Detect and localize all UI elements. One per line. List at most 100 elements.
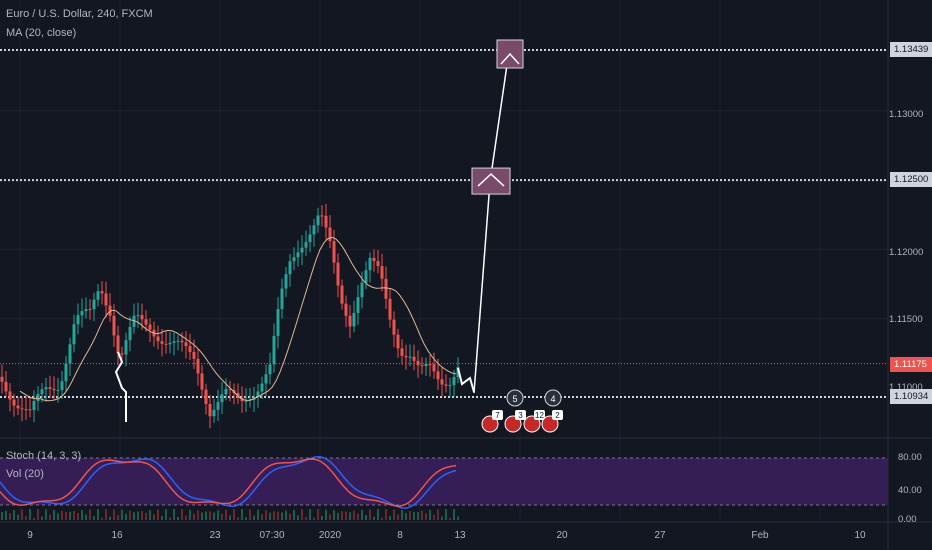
volume-bar: [249, 509, 251, 520]
volume-bar: [245, 517, 247, 520]
candle-body: [420, 365, 424, 367]
time-label-feb: Feb: [751, 530, 769, 541]
candle-body: [160, 341, 164, 344]
volume-bar: [301, 509, 303, 520]
candle-body: [0, 376, 4, 382]
volume-bar: [365, 515, 367, 520]
candle-body: [144, 319, 148, 325]
candle-body: [116, 335, 120, 354]
candle-body: [56, 390, 60, 392]
volume-bar: [13, 509, 15, 520]
candle-body: [328, 227, 332, 242]
candle-body: [64, 363, 68, 382]
volume-bar: [5, 510, 7, 520]
volume-bar: [369, 509, 371, 520]
volume-bar: [77, 513, 79, 520]
volume-bar: [349, 512, 351, 520]
candle-body: [200, 373, 204, 390]
stoch-band: [0, 458, 888, 505]
volume-bar: [141, 511, 143, 520]
volume-bar: [405, 513, 407, 520]
candle-body: [288, 261, 292, 275]
volume-bar: [457, 516, 459, 520]
volume-bar: [417, 512, 419, 520]
price-tag-current: 1.11175: [890, 357, 932, 372]
candle-body: [112, 315, 116, 336]
stoch-indicator-label[interactable]: Stoch (14, 3, 3): [6, 450, 82, 462]
volume-bar: [261, 514, 263, 520]
candle-body: [352, 312, 356, 327]
volume-bar: [333, 510, 335, 520]
candle-body: [276, 309, 280, 336]
candle-body: [404, 355, 408, 358]
candle-body: [272, 335, 276, 365]
candle-body: [440, 379, 444, 385]
candle-body: [300, 247, 304, 253]
price-label-113000: 1.13000: [889, 109, 924, 120]
candle-body: [88, 309, 92, 311]
volume-bar: [229, 515, 231, 520]
time-label-20: 20: [556, 530, 568, 541]
volume-bar: [453, 509, 455, 520]
price-tag-target-mid: 1.12500: [890, 172, 932, 187]
candle-body: [156, 336, 160, 342]
candle-body: [304, 242, 308, 248]
time-label-10: 10: [854, 530, 866, 541]
volume-bar: [109, 516, 111, 520]
volume-bar: [29, 509, 31, 520]
stoch-k-line: [0, 456, 457, 509]
volume-bar: [357, 513, 359, 520]
volume-bar: [33, 517, 35, 520]
volume-bar: [121, 509, 123, 520]
candle-body: [292, 257, 296, 262]
volume-bar: [193, 513, 195, 520]
time-label-9: 9: [27, 530, 33, 541]
candle-body: [452, 376, 456, 386]
volume-bar: [197, 510, 199, 520]
volume-bar: [325, 509, 327, 520]
volume-bar: [277, 511, 279, 520]
candle-body: [176, 340, 180, 342]
candle-body: [124, 340, 128, 355]
volume-bar: [105, 509, 107, 520]
stoch-d-line: [0, 458, 457, 507]
candle-body: [376, 260, 380, 267]
projection-line: [473, 57, 509, 394]
volume-bar: [281, 512, 283, 520]
candle-body: [4, 381, 8, 392]
target-arrow-high: [500, 52, 520, 65]
time-label-16: 16: [111, 530, 123, 541]
candle-body: [384, 278, 388, 299]
volume-bar: [81, 510, 83, 520]
osc-label-40: 40.00: [898, 485, 922, 496]
volume-bar: [137, 511, 139, 520]
event-badge-bottom-tab: [515, 410, 526, 420]
candle-body: [280, 288, 284, 310]
volume-bar: [377, 509, 379, 520]
volume-bar: [73, 510, 75, 520]
candle-body: [344, 303, 348, 316]
osc-label-0: 0.00: [898, 514, 917, 525]
volume-bar: [57, 513, 59, 520]
volume-bar: [189, 509, 191, 520]
volume-bar: [101, 517, 103, 520]
candle-body: [324, 215, 328, 228]
candle-body: [396, 334, 400, 349]
symbol-title[interactable]: Euro / U.S. Dollar, 240, FXCM: [6, 8, 153, 20]
candle-body: [204, 389, 208, 404]
ma-indicator-label[interactable]: MA (20, close): [6, 27, 77, 39]
candle-body: [368, 257, 372, 271]
candle-body: [308, 234, 312, 243]
volume-bar: [37, 509, 39, 520]
volume-bar: [409, 510, 411, 520]
candle-body: [184, 342, 188, 347]
volume-bar: [205, 511, 207, 520]
vol-indicator-label[interactable]: Vol (20): [6, 468, 44, 480]
volume-bar: [165, 509, 167, 520]
volume-bar: [49, 514, 51, 520]
time-label-2020: 2020: [318, 530, 342, 541]
event-badge-bottom-tab: [534, 410, 545, 420]
event-badge-top-count: 5: [512, 394, 517, 404]
